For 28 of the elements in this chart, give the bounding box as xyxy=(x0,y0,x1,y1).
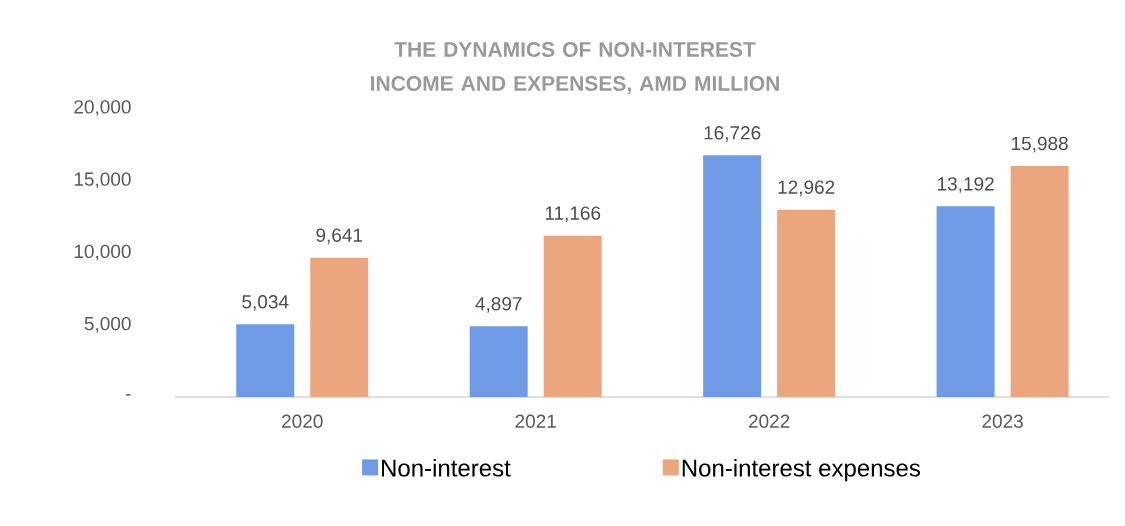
y-tick-label: - xyxy=(125,394,131,396)
bar xyxy=(703,155,762,397)
bar xyxy=(236,324,295,397)
bar xyxy=(543,235,602,397)
chart-title: THE DYNAMICS OF NON-INTEREST INCOME AND EXPENSES, AMD MILLION xyxy=(371,42,779,94)
bar xyxy=(936,206,995,397)
data-label: 13,192 xyxy=(938,177,994,193)
data-label: 4,897 xyxy=(475,296,522,313)
data-label: 11,166 xyxy=(545,206,601,223)
bar xyxy=(469,326,528,397)
x-tick-label: 2020 xyxy=(282,414,323,428)
data-label: 16,726 xyxy=(704,126,761,142)
y-tick-label: 15,000 xyxy=(74,172,131,189)
data-label: 9,641 xyxy=(316,228,363,245)
data-label: 5,034 xyxy=(242,295,289,311)
data-label: 15,988 xyxy=(1012,136,1068,153)
data-label: 12,962 xyxy=(778,180,835,197)
bar xyxy=(310,257,369,397)
y-tick-label: 20,000 xyxy=(74,100,131,116)
bar xyxy=(1010,165,1069,397)
legend-label: Non-interest xyxy=(382,458,511,477)
x-tick-label: 2023 xyxy=(982,414,1023,428)
bar xyxy=(777,209,836,397)
legend-label: Non-interest expenses xyxy=(682,458,920,482)
y-tick-label: 5,000 xyxy=(84,316,131,333)
x-tick-label: 2021 xyxy=(515,414,556,428)
y-tick-label: 10,000 xyxy=(74,244,131,261)
x-tick-label: 2022 xyxy=(748,414,790,428)
